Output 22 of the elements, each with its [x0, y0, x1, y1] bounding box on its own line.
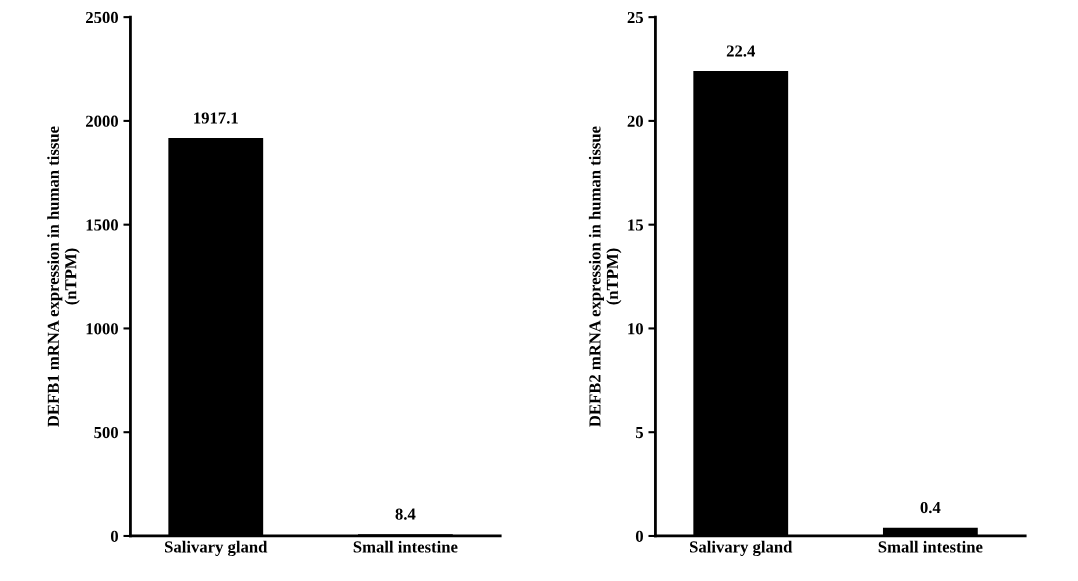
data-label: 22.4: [726, 45, 756, 57]
y-tick-label: 2500: [86, 11, 118, 24]
x-tick-label: Small intestine: [353, 540, 458, 553]
y-tick-label: 15: [628, 219, 644, 231]
y-tick-label: 0: [110, 530, 118, 542]
data-label: 0.4: [920, 501, 941, 514]
y-tick-label: 10: [628, 323, 643, 335]
data-label: 8.4: [395, 508, 416, 520]
x-tick-label: Salivary gland: [165, 540, 268, 557]
y-tick-label: 20: [627, 115, 643, 127]
y-tick-label: 25: [627, 11, 644, 24]
x-tick-label: Salivary gland: [690, 540, 793, 557]
y-tick-label: 500: [94, 426, 118, 439]
data-label: 1917.1: [194, 112, 238, 124]
y-tick-label: 5: [635, 427, 644, 439]
y-tick-label: 2000: [86, 115, 118, 127]
y-tick-label: 1500: [86, 219, 118, 231]
x-tick-label: Small intestine: [878, 540, 983, 553]
y-tick-label: 0: [635, 530, 643, 542]
y-axis-title: DEFB1 mRNA expression in human tissue (nTPM): [47, 126, 80, 427]
y-tick-label: 1000: [86, 323, 118, 335]
y-axis-title: DEFB2 mRNA expression in human tissue (nTPM): [588, 126, 622, 427]
